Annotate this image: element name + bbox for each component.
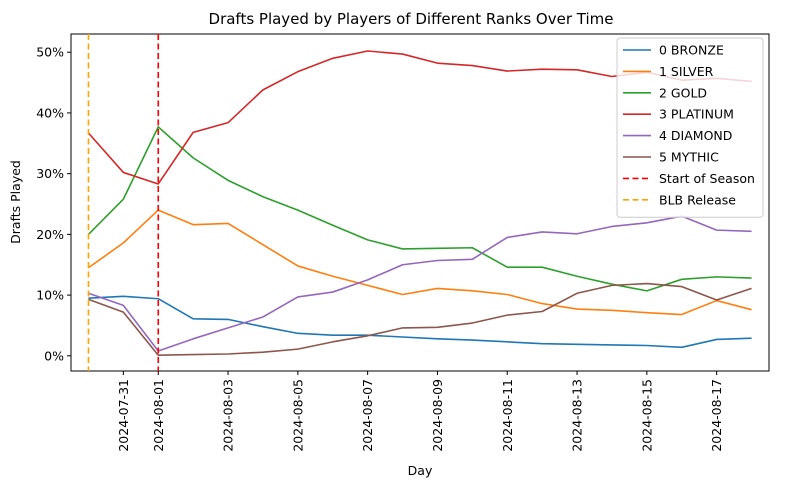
x-tick-label: 2024-08-17 [709,379,724,452]
legend-label: 1 SILVER [659,64,714,79]
x-tick-label: 2024-08-15 [639,379,654,452]
x-tick-label: 2024-08-11 [500,379,515,452]
series-line-5-mythic [88,282,752,357]
chart-title: Drafts Played by Players of Different Ra… [209,10,614,28]
y-tick-label: 50% [36,45,64,60]
legend: 0 BRONZE 1 SILVER 2 GOLD 3 PLATINUM 4 DIAMON… [616,37,764,218]
x-tick-label: 2024-08-13 [570,379,585,452]
series-line-1-silver [87,209,752,316]
x-axis-label: Day [408,463,433,478]
plot-frame [70,33,770,372]
y-axis-ticks: 0% 10% 20% 30% 40% 50% [36,45,71,363]
series-line-2-gold [87,126,752,292]
legend-box [616,37,764,218]
x-axis-ticks: 2024-07-31 2024-08-01 2024-08-03 2024-08-05… [116,371,724,452]
y-tick-label: 40% [36,105,64,120]
legend-label: 2 GOLD [659,85,707,100]
x-tick-label: 2024-07-31 [116,379,131,452]
x-tick-label: 2024-08-01 [151,379,166,452]
legend-label: 5 MYTHIC [659,150,719,165]
y-tick-label: 0% [44,348,64,363]
x-tick-label: 2024-08-09 [430,379,445,452]
x-tick-label: 2024-08-03 [221,379,236,452]
series-line-4-diamond [88,215,752,352]
reference-lines [87,34,160,371]
series-line-0-bronze [88,295,752,349]
legend-label: 0 BRONZE [659,43,724,58]
legend-label: 3 PLATINUM [659,107,734,122]
y-tick-label: 10% [36,288,64,303]
y-axis-label: Drafts Played [8,160,23,244]
y-tick-label: 30% [36,166,64,181]
legend-label: BLB Release [659,192,736,207]
x-tick-label: 2024-08-07 [360,379,375,452]
x-tick-label: 2024-08-05 [290,379,305,452]
legend-label: Start of Season [659,171,755,186]
y-tick-label: 20% [36,227,64,242]
legend-label: 4 DIAMOND [659,128,732,143]
